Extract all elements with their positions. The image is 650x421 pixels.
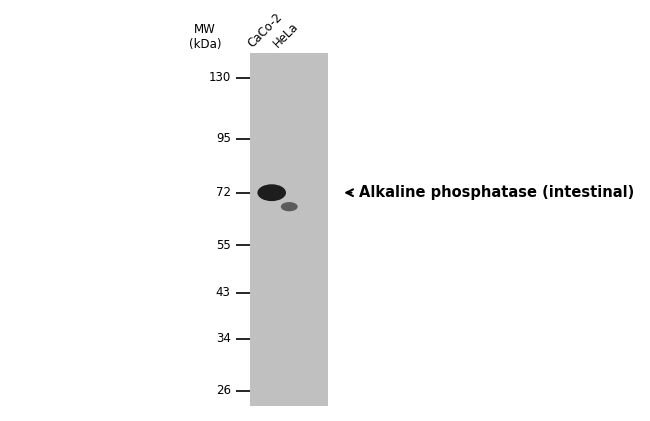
Text: 130: 130 <box>209 71 231 84</box>
Text: 26: 26 <box>216 384 231 397</box>
Ellipse shape <box>281 202 298 211</box>
Text: 72: 72 <box>216 186 231 199</box>
Text: Alkaline phosphatase (intestinal): Alkaline phosphatase (intestinal) <box>359 185 634 200</box>
Text: HeLa: HeLa <box>270 20 300 51</box>
Text: 55: 55 <box>216 239 231 252</box>
Text: MW
(kDa): MW (kDa) <box>188 23 221 51</box>
Text: 43: 43 <box>216 286 231 299</box>
Text: CaCo-2: CaCo-2 <box>246 11 285 51</box>
Text: 95: 95 <box>216 132 231 145</box>
Text: 34: 34 <box>216 332 231 345</box>
Ellipse shape <box>257 184 286 201</box>
Bar <box>250 53 328 406</box>
